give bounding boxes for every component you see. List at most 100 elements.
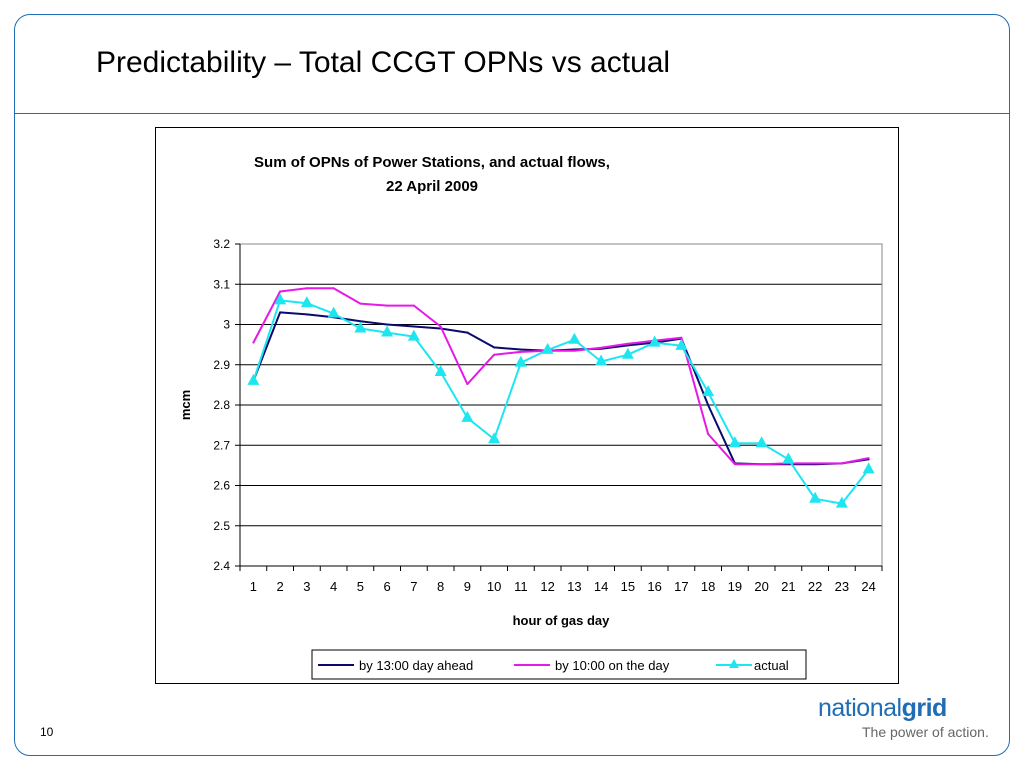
x-tick-label: 14 <box>594 579 608 594</box>
data-point <box>466 331 469 334</box>
data-point-marker <box>247 373 260 385</box>
series-line-3 <box>252 299 870 505</box>
x-tick-label: 21 <box>781 579 795 594</box>
data-point-marker <box>327 306 340 318</box>
x-tick-label: 9 <box>464 579 471 594</box>
data-point-marker <box>461 410 474 422</box>
y-tick-label: 2.4 <box>213 559 230 573</box>
data-point-marker <box>675 338 688 350</box>
data-point <box>305 287 308 290</box>
y-axis-label: mcm <box>178 390 193 420</box>
x-axis: 1 2 3 4 5 6 7 8 9 10 11 12 13 14 15 16 17 18 19 20 21 22 23 24 <box>239 565 883 594</box>
x-tick-label: 18 <box>701 579 715 594</box>
data-point <box>359 320 362 323</box>
data-point-marker <box>621 347 634 359</box>
data-point-marker <box>354 321 367 333</box>
x-tick-label: 20 <box>754 579 768 594</box>
data-point-marker <box>595 354 608 366</box>
x-tick-label: 4 <box>330 579 337 594</box>
title-divider <box>14 113 1010 114</box>
x-axis-label: hour of gas day <box>513 613 611 628</box>
data-point-marker <box>541 342 554 354</box>
x-tick-label: 10 <box>487 579 501 594</box>
data-point-marker <box>728 436 741 448</box>
data-point <box>867 457 870 460</box>
data-point <box>519 350 522 353</box>
x-tick-label: 5 <box>357 579 364 594</box>
x-tick-label: 23 <box>835 579 849 594</box>
data-point <box>493 346 496 349</box>
data-point-marker <box>835 496 848 508</box>
y-axis: 3.2 3.1 3 2.9 2.8 2.7 2.6 2.5 2.4 <box>213 237 241 573</box>
national-grid-logo: nationalgrid <box>818 694 947 723</box>
data-point <box>439 325 442 328</box>
data-point-marker <box>300 296 313 308</box>
x-tick-label: 1 <box>250 579 257 594</box>
x-tick-label: 6 <box>384 579 391 594</box>
data-point <box>760 463 763 466</box>
x-tick-label: 24 <box>861 579 875 594</box>
data-point-marker <box>514 355 527 367</box>
x-tick-label: 11 <box>514 579 528 594</box>
data-point <box>412 325 415 328</box>
data-point <box>386 323 389 326</box>
slide-title: Predictability – Total CCGT OPNs vs actu… <box>96 46 671 79</box>
data-point-marker <box>702 385 715 397</box>
data-point <box>332 287 335 290</box>
data-point-marker <box>862 462 875 474</box>
legend-label-actual: actual <box>754 658 789 673</box>
x-tick-label: 15 <box>621 579 635 594</box>
data-point <box>707 432 710 435</box>
data-point <box>626 344 629 347</box>
data-point <box>626 342 629 345</box>
data-point <box>493 353 496 356</box>
logo-text-grid: grid <box>901 694 948 722</box>
x-tick-label: 13 <box>567 579 581 594</box>
y-tick-label: 3 <box>223 318 230 332</box>
data-point <box>412 304 415 307</box>
y-tick-label: 2.7 <box>213 438 230 452</box>
data-point-marker <box>809 491 822 503</box>
legend: by 13:00 day ahead by 10:00 on the day a… <box>311 649 807 680</box>
data-point <box>573 349 576 352</box>
data-point-marker <box>381 325 394 337</box>
data-point <box>733 463 736 466</box>
x-tick-label: 19 <box>728 579 742 594</box>
data-point <box>279 311 282 314</box>
data-point <box>359 302 362 305</box>
legend-label-on-the-day: by 10:00 on the day <box>555 658 670 673</box>
x-tick-label: 16 <box>647 579 661 594</box>
x-tick-label: 2 <box>277 579 284 594</box>
data-point-marker <box>648 335 661 347</box>
legend-label-day-ahead: by 13:00 day ahead <box>359 658 473 673</box>
data-point <box>279 290 282 293</box>
x-tick-label: 17 <box>674 579 688 594</box>
data-point <box>840 462 843 465</box>
data-point <box>252 341 255 344</box>
data-point-marker <box>488 432 501 444</box>
data-point <box>386 304 389 307</box>
data-point-marker <box>274 293 287 305</box>
line-chart: Sum of OPNs of Power Stations, and actua… <box>178 154 883 680</box>
series-line-2 <box>252 287 869 466</box>
y-tick-label: 3.2 <box>213 237 230 251</box>
data-point <box>519 348 522 351</box>
legend-marker-actual <box>729 659 739 668</box>
chart-container: Sum of OPNs of Power Stations, and actua… <box>155 127 899 684</box>
y-tick-label: 2.8 <box>213 398 230 412</box>
data-point-marker <box>407 329 420 341</box>
x-tick-label: 7 <box>410 579 417 594</box>
chart-subtitle: 22 April 2009 <box>386 178 478 195</box>
gridlines <box>240 243 882 567</box>
data-point-marker <box>782 452 795 464</box>
page-number: 10 <box>40 725 54 739</box>
chart-title: Sum of OPNs of Power Stations, and actua… <box>254 154 610 171</box>
x-tick-label: 8 <box>437 579 444 594</box>
data-point <box>600 346 603 349</box>
data-point-marker <box>434 364 447 376</box>
data-point-marker <box>755 436 768 448</box>
data-point <box>680 336 683 339</box>
series-line-1 <box>252 311 869 466</box>
logo-text-national: national <box>818 694 902 722</box>
y-tick-label: 2.6 <box>213 479 230 493</box>
